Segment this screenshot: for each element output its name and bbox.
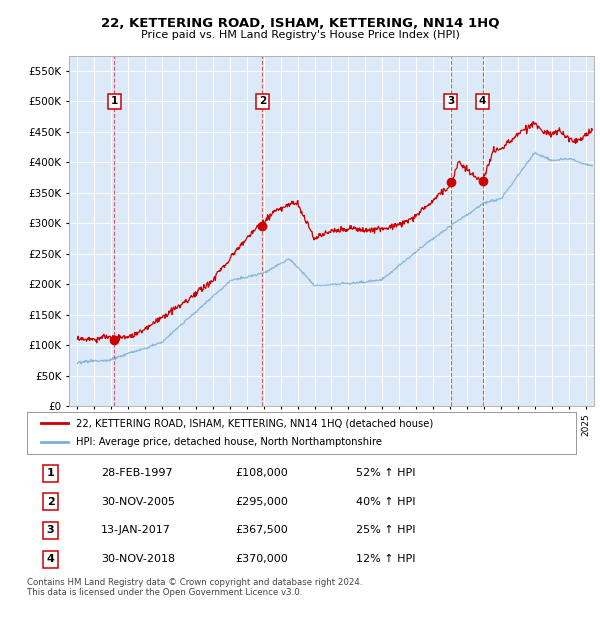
Text: Price paid vs. HM Land Registry's House Price Index (HPI): Price paid vs. HM Land Registry's House … [140,30,460,40]
Text: 40% ↑ HPI: 40% ↑ HPI [356,497,416,507]
Text: 3: 3 [47,526,55,536]
Text: £367,500: £367,500 [236,526,289,536]
Text: 28-FEB-1997: 28-FEB-1997 [101,468,173,478]
Text: 12% ↑ HPI: 12% ↑ HPI [356,554,416,564]
Text: £108,000: £108,000 [236,468,289,478]
Text: Contains HM Land Registry data © Crown copyright and database right 2024.
This d: Contains HM Land Registry data © Crown c… [27,578,362,597]
Text: HPI: Average price, detached house, North Northamptonshire: HPI: Average price, detached house, Nort… [76,438,382,448]
Text: 1: 1 [47,468,55,478]
Text: 2: 2 [47,497,55,507]
Text: 25% ↑ HPI: 25% ↑ HPI [356,526,416,536]
Text: 2: 2 [259,97,266,107]
Text: 13-JAN-2017: 13-JAN-2017 [101,526,171,536]
Text: 22, KETTERING ROAD, ISHAM, KETTERING, NN14 1HQ (detached house): 22, KETTERING ROAD, ISHAM, KETTERING, NN… [76,418,434,428]
Text: 30-NOV-2018: 30-NOV-2018 [101,554,175,564]
Text: 1: 1 [110,97,118,107]
Text: £370,000: £370,000 [236,554,289,564]
Text: 52% ↑ HPI: 52% ↑ HPI [356,468,416,478]
Text: 22, KETTERING ROAD, ISHAM, KETTERING, NN14 1HQ: 22, KETTERING ROAD, ISHAM, KETTERING, NN… [101,17,499,30]
Text: £295,000: £295,000 [236,497,289,507]
Text: 30-NOV-2005: 30-NOV-2005 [101,497,175,507]
Text: 4: 4 [47,554,55,564]
Text: 3: 3 [447,97,454,107]
Text: 4: 4 [479,97,486,107]
